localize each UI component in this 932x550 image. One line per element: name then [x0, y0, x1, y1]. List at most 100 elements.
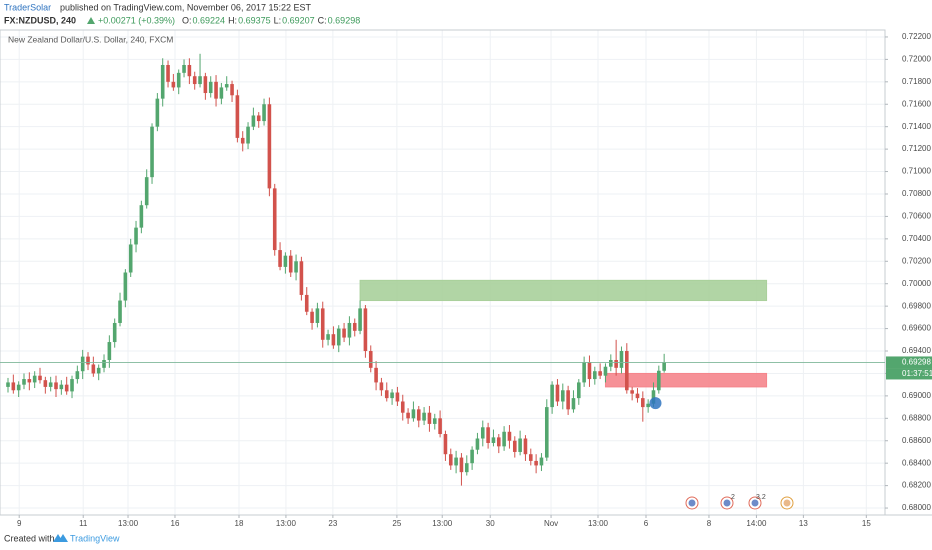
event-icon: [783, 499, 791, 507]
candle-body: [240, 137, 245, 144]
x-tick-label: 13:00: [588, 519, 609, 528]
candle-body: [75, 371, 80, 380]
candle-body: [150, 126, 154, 178]
candle-body: [315, 308, 320, 323]
ohlc-value: 0.69224: [193, 15, 226, 25]
candle-body: [422, 412, 426, 421]
candle-body: [48, 382, 53, 387]
candle-body: [203, 76, 208, 94]
x-tick-label: 18: [235, 519, 244, 528]
y-tick-label: 0.69000: [902, 391, 931, 400]
x-tick-label: 9: [17, 519, 22, 528]
event-icon: [688, 499, 696, 507]
candle-body: [70, 379, 74, 392]
candle-body: [587, 362, 592, 380]
candle-body: [342, 328, 346, 338]
x-tick-label: 13:00: [118, 519, 139, 528]
candle-body: [43, 380, 48, 387]
candle-body: [475, 438, 480, 450]
candle-body: [54, 382, 58, 390]
y-tick-label: 0.70000: [902, 279, 931, 288]
y-tick-label: 0.70400: [902, 234, 931, 243]
candle-body: [416, 409, 421, 421]
candle-body: [224, 84, 229, 88]
candle-body: [16, 384, 21, 391]
footer-text: Created with: [4, 533, 55, 543]
author: TraderSolar: [4, 2, 51, 12]
candle-body: [6, 382, 10, 387]
ohlc-label: L:: [274, 15, 282, 25]
candle-body: [288, 255, 293, 273]
events: 2 3.2: [685, 494, 794, 510]
candle-body: [550, 384, 554, 408]
candle-body: [64, 384, 69, 392]
candle-body: [491, 437, 496, 443]
candle-body: [358, 308, 362, 331]
y-tick-label: 0.70600: [902, 212, 931, 221]
candle-body: [59, 384, 64, 390]
candle-body: [480, 427, 485, 439]
candle-body: [182, 64, 186, 73]
y-tick-label: 0.68600: [902, 436, 931, 445]
x-tick-label: 30: [486, 519, 495, 528]
candle-body: [219, 87, 224, 99]
ohlc-label: O:: [182, 15, 192, 25]
candle-body: [123, 272, 128, 301]
candle-body: [379, 382, 384, 391]
candle-body: [310, 311, 314, 323]
x-tick-label: 25: [392, 519, 401, 528]
candle-body: [400, 401, 405, 413]
candle-body: [502, 431, 506, 447]
x-tick-label: 16: [171, 519, 180, 528]
y-tick-label: 0.68200: [902, 481, 931, 490]
y-tick-label: 0.71800: [902, 77, 931, 86]
brand-logo: [53, 534, 68, 542]
symbol: FX:NZDUSD, 240: [4, 15, 76, 25]
last-price-box: [886, 356, 932, 369]
x-tick-label: 14:00: [746, 519, 767, 528]
candle-body: [390, 392, 394, 399]
zone: [604, 372, 768, 388]
candle-body: [448, 454, 453, 466]
candle-body: [582, 362, 586, 383]
candle-body: [368, 351, 373, 368]
candle-body: [630, 390, 634, 394]
x-tick-label: 13:00: [432, 519, 453, 528]
candle-body: [22, 379, 26, 385]
x-tick-label: 13: [799, 519, 808, 528]
candle-body: [470, 449, 474, 464]
candle-body: [486, 427, 490, 443]
candle-body: [187, 64, 192, 77]
candle-body: [464, 463, 469, 473]
candle-body: [635, 393, 640, 399]
ohlc-label: H:: [228, 15, 237, 25]
event-label: 2: [731, 494, 735, 501]
candle-body: [27, 379, 32, 383]
candle-body: [320, 308, 325, 340]
candle-body: [251, 115, 256, 127]
candle-body: [80, 356, 85, 372]
candle-body: [91, 364, 96, 374]
zone: [359, 279, 768, 302]
candle-body: [598, 371, 602, 376]
candle-body: [256, 115, 261, 122]
event-icon: [751, 499, 759, 507]
candle-body: [208, 81, 213, 94]
candle-body: [662, 362, 666, 371]
y-tick-label: 0.72200: [902, 32, 931, 41]
change: +0.00271 (+0.39%): [98, 15, 175, 25]
candle-body: [144, 177, 149, 206]
candle-body: [459, 457, 464, 473]
candle-body: [576, 382, 581, 399]
candle-body: [171, 81, 176, 88]
ohlc-value: 0.69207: [282, 15, 315, 25]
x-tick-label: 11: [79, 519, 88, 528]
y-tick-label: 0.70200: [902, 256, 931, 265]
published: published on TradingView.com, November 0…: [60, 2, 311, 12]
candle-body: [331, 334, 336, 346]
candle-body: [614, 359, 618, 368]
candle-body: [235, 95, 240, 138]
candle-body: [192, 76, 197, 85]
ohlc-value: 0.69298: [328, 15, 361, 25]
candle-body: [560, 390, 565, 402]
